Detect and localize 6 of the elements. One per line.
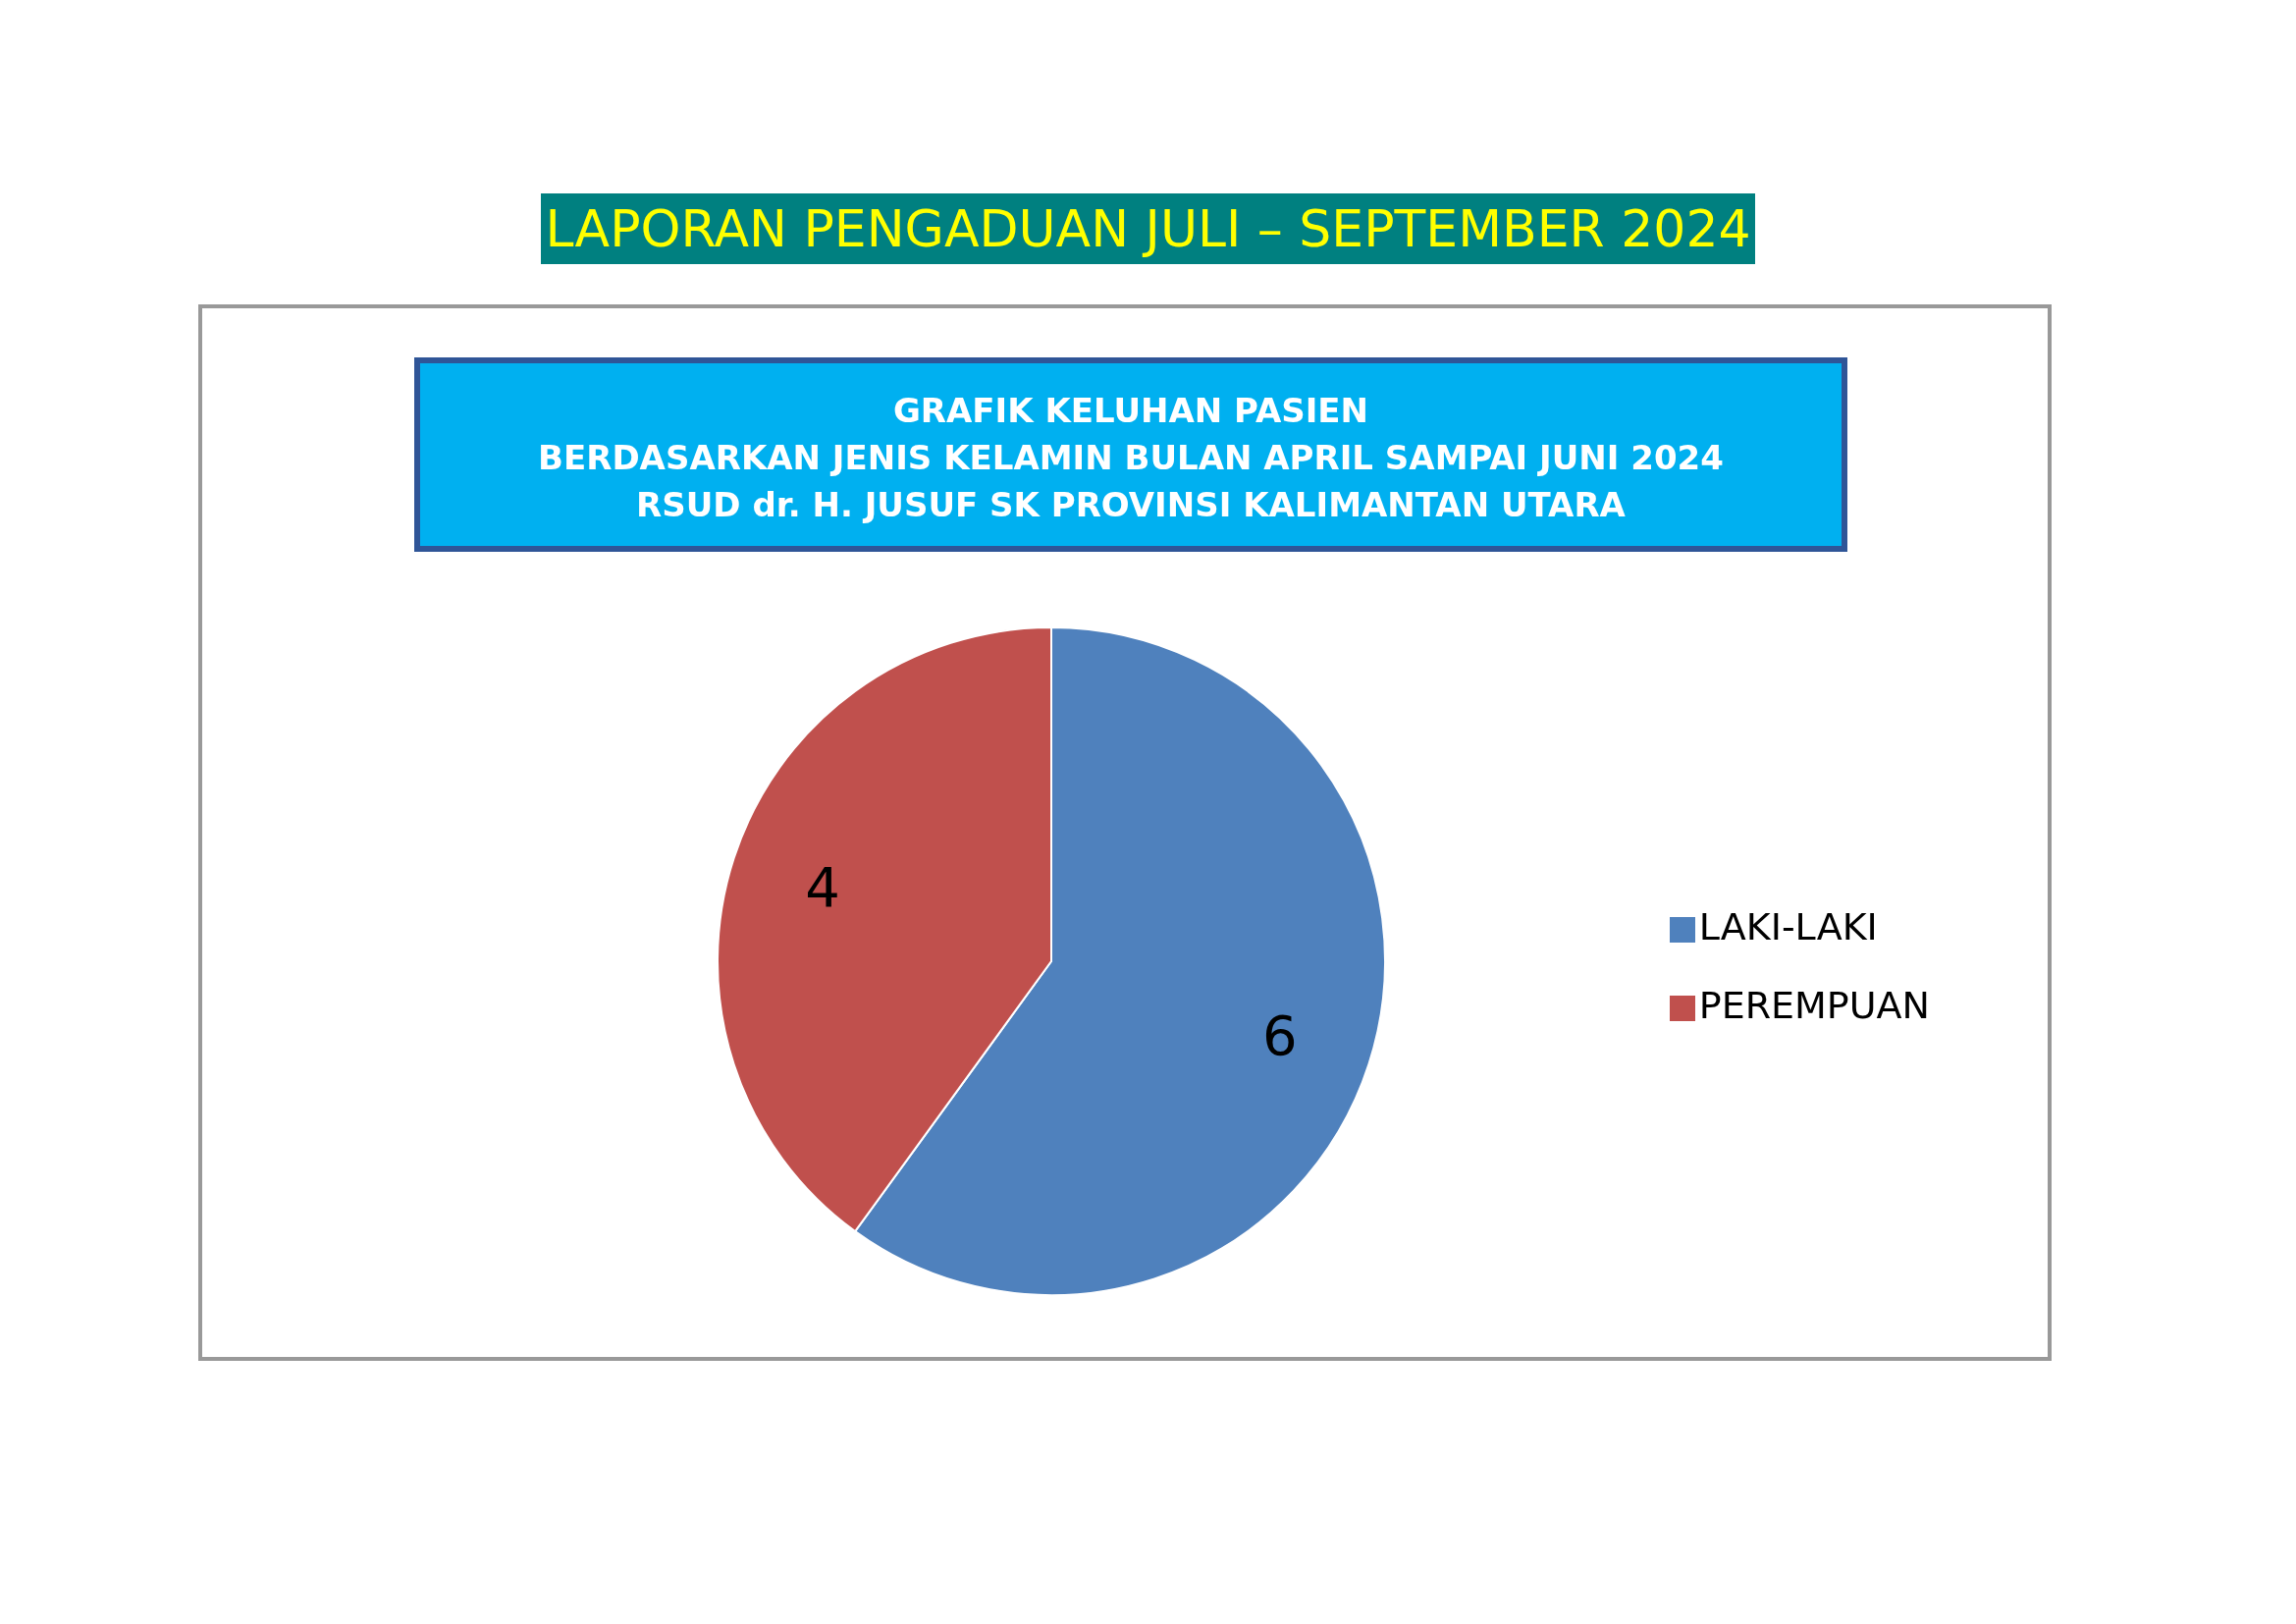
data-label: 4 [805,854,840,919]
chart-subtitle: GRAFIK KELUHAN PASIEN BERDASARKAN JENIS KELAMIN BULAN APRIL SAMPAI JUNI 2024 RSUD dr. H. JUSUF SK PROVINSI KALIMANTAN UTARA [414,357,1847,552]
legend-label: LAKI-LAKI [1698,905,1878,948]
chart-title: LAPORAN PENGADUAN JULI – SEPTEMBER 2024 [541,193,1755,264]
data-label: 6 [1262,1003,1298,1068]
legend-label: PEREMPUAN [1698,984,1930,1027]
